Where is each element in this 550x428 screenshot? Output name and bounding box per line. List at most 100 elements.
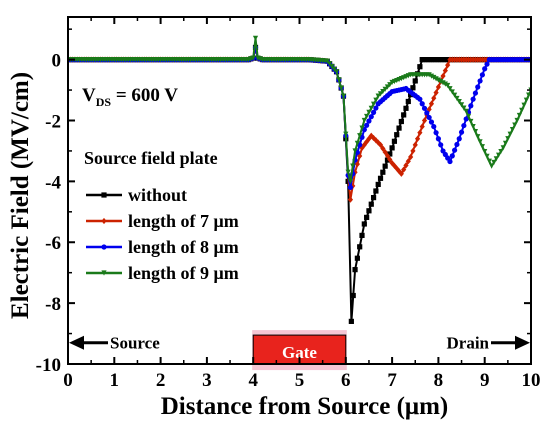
series-3-point — [361, 117, 367, 124]
series-3-point — [384, 84, 391, 90]
series-1-point — [410, 147, 416, 155]
series-2-point — [417, 96, 423, 102]
series-3-point — [442, 81, 448, 87]
series-2-point — [364, 122, 370, 128]
series-3-point — [486, 158, 492, 164]
series-3-point — [502, 140, 509, 146]
series-1-point — [442, 67, 448, 74]
series-3-point — [326, 61, 333, 67]
legend-swatch-marker — [101, 192, 107, 198]
series-1-point — [426, 106, 432, 113]
series-3-point — [463, 108, 469, 114]
series-3-point — [507, 131, 513, 137]
series-0-point — [357, 244, 363, 250]
x-axis-label: Distance from Source (μm) — [161, 393, 449, 420]
series-0-point — [387, 151, 393, 157]
series-1-point — [373, 137, 379, 144]
series-3-point — [516, 112, 523, 119]
legend-item-0: without — [86, 185, 187, 205]
series-3-point — [347, 178, 354, 184]
series-3-point — [526, 92, 531, 98]
series-2-point — [435, 136, 441, 142]
series-2-point — [475, 84, 481, 90]
legend-swatch-marker — [101, 270, 107, 276]
series-2-point — [419, 101, 425, 107]
series-0-point — [370, 195, 377, 201]
x-tick-label: 8 — [434, 370, 444, 391]
series-1-point — [391, 162, 398, 169]
legend-title: Source field plate — [84, 148, 218, 168]
x-tick-label: 3 — [202, 370, 212, 391]
series-3-point — [493, 156, 499, 162]
x-tick-label: 9 — [480, 370, 490, 391]
series-1-point — [414, 135, 421, 142]
series-3-point — [331, 66, 337, 72]
series-0-point — [405, 98, 411, 105]
series-2-point — [438, 142, 444, 148]
series-0-point — [380, 169, 386, 175]
series-0-point — [364, 214, 370, 220]
series-1-point — [412, 141, 418, 148]
series-2-point — [433, 130, 439, 136]
series-0-point — [359, 232, 365, 238]
x-tick-label: 4 — [248, 370, 258, 391]
series-3-point — [380, 88, 386, 95]
y-axis-label: Electric Field (MV/cm) — [7, 72, 34, 319]
legend-label: length of 7 μm — [128, 211, 239, 231]
series-1-point — [421, 117, 428, 124]
legend-item-3: length of 9 μm — [86, 263, 239, 283]
series-3-point — [454, 95, 460, 102]
series-3-point — [340, 93, 347, 99]
series-2-point — [470, 96, 476, 102]
series-2-point — [472, 90, 479, 96]
series-0-point — [382, 163, 388, 169]
series-1-point — [417, 129, 423, 136]
series-3-point — [498, 148, 504, 155]
series-3-point — [352, 148, 358, 154]
series-2-point — [468, 103, 474, 109]
source-label: Source — [110, 334, 160, 353]
series-3-point — [433, 76, 439, 82]
series-3-point — [489, 163, 495, 169]
y-tick-label: 0 — [52, 51, 62, 72]
series-2-point — [370, 109, 377, 115]
series-2-point — [424, 110, 430, 116]
series-0-point — [412, 78, 418, 84]
series-1-point — [384, 152, 391, 159]
legend-item-2: length of 8 μm — [86, 237, 239, 257]
series-1-point — [389, 160, 395, 167]
series-3-point — [458, 102, 465, 108]
series-0-point — [377, 175, 384, 181]
legend-label: length of 9 μm — [128, 263, 239, 283]
series-2-point — [368, 114, 374, 120]
series-2-point — [454, 141, 460, 148]
series-1-point — [433, 89, 439, 96]
series-1-point — [398, 170, 404, 177]
source-arrow-head — [69, 335, 84, 350]
series-2-point — [463, 116, 469, 122]
vds-label: VDS = 600 V — [82, 85, 178, 109]
series-3-point — [514, 117, 520, 124]
series-3-point — [456, 99, 462, 105]
series-1-point — [445, 61, 451, 69]
series-2-point — [484, 61, 490, 67]
series-2-point — [449, 153, 455, 159]
series-2-point — [482, 66, 488, 72]
series-0-point — [403, 105, 409, 111]
series-3-point — [475, 134, 481, 140]
series-3 — [68, 35, 531, 184]
series-3-point — [366, 109, 372, 115]
series-1-point — [380, 145, 386, 152]
series-0-point — [417, 64, 423, 70]
series-2-point — [373, 105, 379, 111]
x-tick-label: 5 — [295, 370, 305, 391]
series-3-point — [377, 91, 384, 97]
series-1-point — [377, 141, 384, 148]
series-1-point — [431, 95, 437, 102]
series-3-point — [484, 153, 490, 160]
legend-swatch-marker — [101, 217, 107, 225]
series-3-point — [375, 93, 381, 99]
series-0-point — [398, 118, 404, 125]
series-3-point — [468, 118, 474, 125]
series-2-point — [421, 105, 428, 111]
